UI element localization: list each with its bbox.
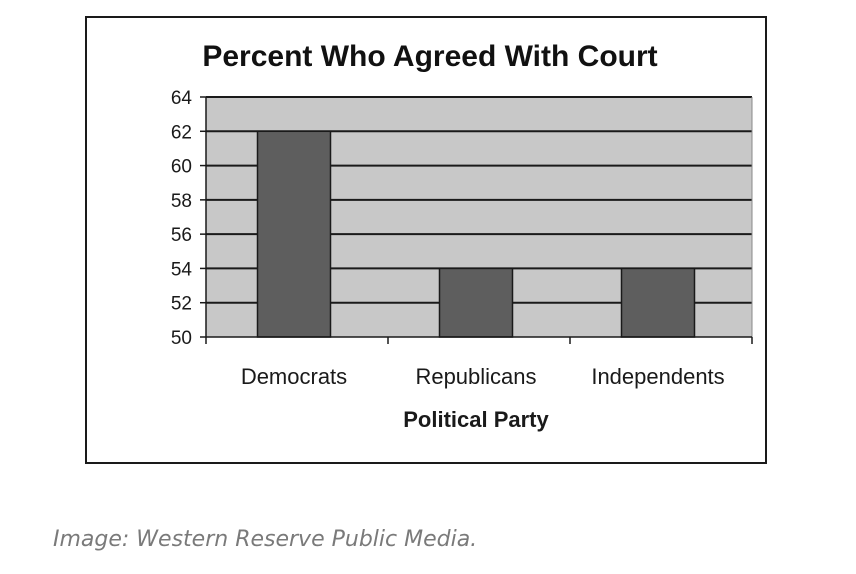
y-tick-label: 62 (171, 122, 192, 143)
y-axis-ticks: 50 52 54 56 58 60 62 64 (171, 88, 206, 349)
axes (205, 97, 753, 344)
chart-frame: Percent Who Agreed With Court 50 52 54 56 58… (85, 16, 767, 464)
bars (256, 130, 696, 338)
x-tick-label: Republicans (415, 364, 536, 389)
bar (256, 130, 332, 338)
bar (438, 267, 514, 338)
y-tick-label: 52 (171, 294, 192, 315)
bar-chart: Percent Who Agreed With Court 50 52 54 56 58… (171, 40, 753, 432)
x-tick-label: Democrats (241, 364, 347, 389)
y-tick-label: 56 (171, 225, 192, 246)
y-tick-label: 58 (171, 191, 192, 212)
x-tick-label: Independents (591, 364, 724, 389)
y-tick-label: 54 (171, 259, 193, 280)
x-axis-labels: Democrats Republicans Independents (241, 364, 725, 389)
y-tick-label: 60 (171, 157, 192, 178)
y-tick-label: 64 (171, 88, 193, 109)
y-tick-label: 50 (171, 328, 192, 349)
image-caption: Image: Western Reserve Public Media. (53, 527, 478, 552)
x-axis-title: Political Party (403, 407, 549, 432)
bar (620, 267, 696, 338)
chart-title: Percent Who Agreed With Court (202, 40, 657, 73)
